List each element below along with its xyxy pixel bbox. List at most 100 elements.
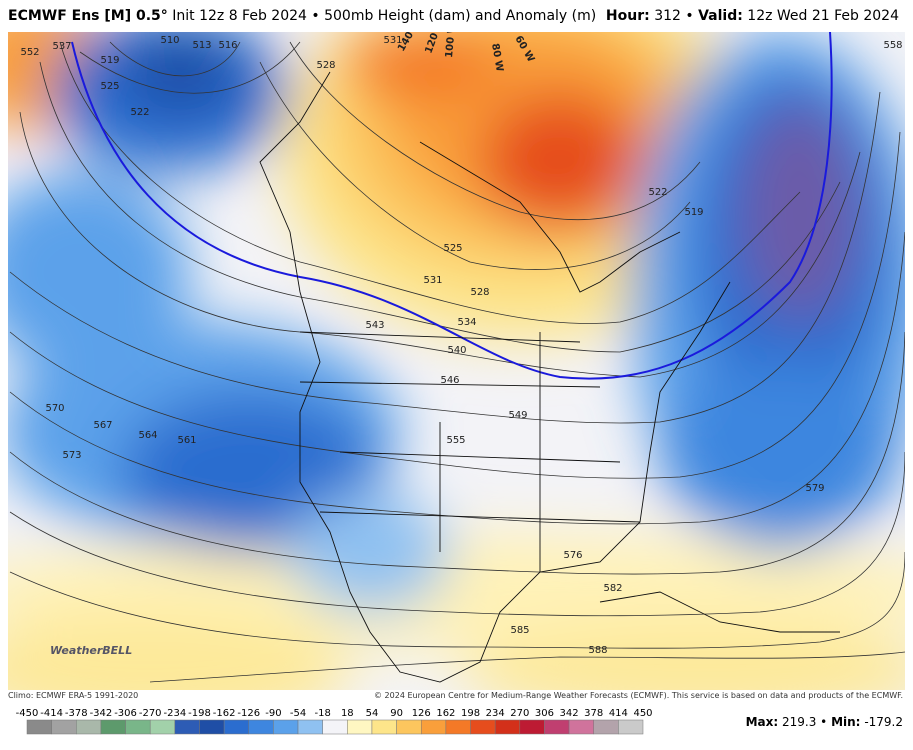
sep: • <box>311 8 320 24</box>
colorbar-tick-label: 162 <box>436 708 455 719</box>
colorbar-tick-label: 126 <box>412 708 431 719</box>
max: 219.3 <box>782 715 816 729</box>
colorbar: -450 -414 -378 -342 -306 -270 -234 -198 -162 -126… <box>16 708 653 735</box>
contour-labels: 510 513 516 519 522 525 528 531 537 552 570 567 564 5… <box>20 35 902 656</box>
contour-label: 558 <box>883 40 902 51</box>
contour-label: 516 <box>218 40 237 51</box>
valid: 12z Wed 21 Feb 2024 <box>747 8 899 24</box>
colorbar-tick-label: -450 <box>16 708 39 719</box>
contour-label: 552 <box>20 47 39 58</box>
colorbar-tick-label: 450 <box>633 708 652 719</box>
contour-label: 519 <box>684 207 703 218</box>
colorbar-tick-label: 18 <box>341 708 354 719</box>
contour-label: 549 <box>508 410 527 421</box>
contour-label: 582 <box>603 583 622 594</box>
contour-label: 531 <box>423 275 442 286</box>
contour-label: 513 <box>192 40 211 51</box>
contour-label: 528 <box>316 60 335 71</box>
contour-label: 567 <box>93 420 112 431</box>
contour-label: 519 <box>100 55 119 66</box>
sep: • <box>820 715 827 729</box>
contour-label: 537 <box>52 41 71 52</box>
contour-label: 522 <box>130 107 149 118</box>
colorbar-tick-label: 198 <box>461 708 480 719</box>
colorbar-swatch <box>26 719 52 735</box>
contour-label: 576 <box>563 550 582 561</box>
colorbar-tick-label: -18 <box>315 708 331 719</box>
contour-label: 564 <box>138 430 157 441</box>
init: Init 12z 8 Feb 2024 <box>172 8 307 24</box>
contour-label: 525 <box>100 81 119 92</box>
product: 500mb Height (dam) and Anomaly (m) <box>324 8 597 24</box>
contour-label: 579 <box>805 483 824 494</box>
colorbar-tick-label: -162 <box>213 708 236 719</box>
contour-label: 510 <box>160 35 179 46</box>
contour-label: 570 <box>45 403 64 414</box>
anomaly-field <box>8 32 905 690</box>
colorbar-tick-label: 342 <box>560 708 579 719</box>
hour: 312 <box>654 8 681 24</box>
colorbar-swatch <box>297 719 323 735</box>
colorbar-tick-label: 306 <box>535 708 554 719</box>
colorbar-swatch <box>593 719 619 735</box>
model: ECMWF Ens [M] 0.5° <box>8 8 168 24</box>
lon-label: 100 W <box>444 32 458 58</box>
contour-label: 561 <box>177 435 196 446</box>
colorbar-swatch <box>445 719 471 735</box>
colorbar-swatch <box>544 719 570 735</box>
contour-label: 555 <box>446 435 465 446</box>
colorbar-tick-label: -234 <box>163 708 186 719</box>
contour-label: 546 <box>440 375 459 386</box>
min-label: Min: <box>831 715 860 729</box>
colorbar-swatch <box>51 719 77 735</box>
colorbar-swatch <box>100 719 126 735</box>
colorbar-tick-label: 54 <box>366 708 379 719</box>
contour-label: 540 <box>447 345 466 356</box>
max-min-text: Max: 219.3 • Min: -179.2 <box>746 715 903 729</box>
colorbar-tick-label: -378 <box>65 708 88 719</box>
contours <box>9 41 905 683</box>
colorbar-tick-label: 414 <box>609 708 628 719</box>
climo: Climo: ECMWF ERA-5 1991-2020 <box>8 691 138 700</box>
colorbar-swatch <box>322 719 348 735</box>
colorbar-swatch <box>273 719 299 735</box>
header-right: Hour: 312 • Valid: 12z Wed 21 Feb 2024 <box>606 0 899 32</box>
max-min: Max: 219.3 • Min: -179.2 <box>746 715 903 729</box>
lon-label: 80 W <box>489 43 505 73</box>
colorbar-tick-label: 234 <box>486 708 505 719</box>
logo: WeatherBELL <box>50 644 132 657</box>
max-label: Max: <box>746 715 779 729</box>
colorbar-swatch <box>470 719 496 735</box>
contour-label: 525 <box>443 243 462 254</box>
hour-label: Hour: <box>605 8 650 24</box>
colorbar-swatch <box>149 719 176 735</box>
colorbar-tick-label: -342 <box>90 708 113 719</box>
colorbar-swatch <box>248 719 274 735</box>
contour-label: 528 <box>470 287 489 298</box>
colorbar-swatch <box>174 719 200 735</box>
sep: • <box>685 8 694 24</box>
colorbar-swatch <box>519 719 545 735</box>
coastlines <box>259 71 840 683</box>
colorbar-swatch <box>494 719 521 735</box>
colorbar-tick-label: 270 <box>510 708 529 719</box>
contour-label: 585 <box>510 625 529 636</box>
contour-label: 522 <box>648 187 667 198</box>
copyright: © 2024 European Centre for Medium-Range … <box>374 691 903 700</box>
colorbar-tick-label: 90 <box>390 708 403 719</box>
colorbar-swatch <box>223 719 250 735</box>
colorbar-tick-label: -306 <box>114 708 137 719</box>
colorbar-swatch <box>199 719 225 735</box>
header-left: ECMWF Ens [M] 0.5° Init 12z 8 Feb 2024 •… <box>8 0 596 32</box>
colorbar-swatch <box>125 719 151 735</box>
colorbar-swatch <box>371 719 397 735</box>
contour-label: 543 <box>365 320 384 331</box>
colorbar-tick-label: -126 <box>237 708 260 719</box>
contour-label: 588 <box>588 645 607 656</box>
colorbar-tick-label: -54 <box>290 708 306 719</box>
colorbar-swatch <box>568 719 594 735</box>
min: -179.2 <box>864 715 903 729</box>
colorbar-swatch <box>618 719 644 735</box>
colorbar-swatch <box>396 719 422 735</box>
